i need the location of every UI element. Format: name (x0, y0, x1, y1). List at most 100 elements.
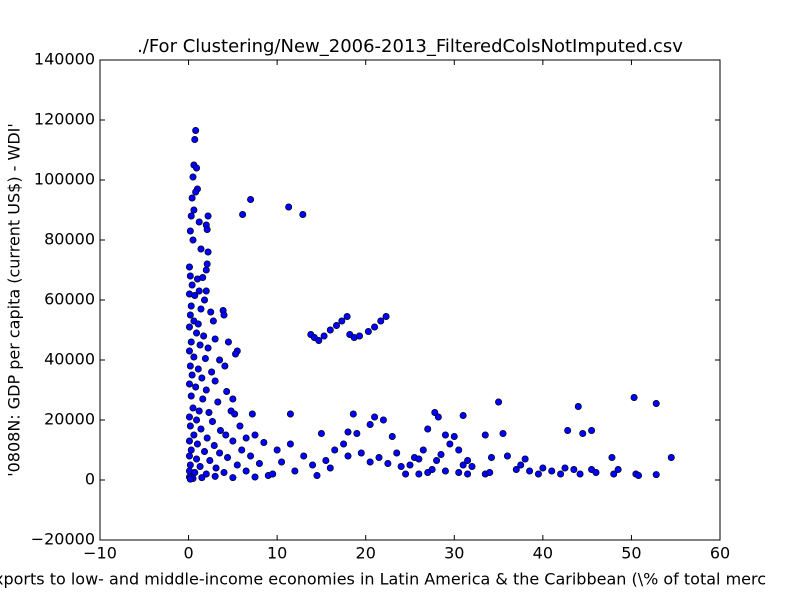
point (248, 410, 256, 418)
point (487, 453, 495, 461)
point (338, 317, 346, 325)
point (211, 472, 219, 480)
point (503, 452, 511, 460)
point (200, 332, 208, 340)
point (614, 465, 622, 473)
point (459, 461, 467, 469)
point (344, 452, 352, 460)
point (406, 461, 414, 469)
point (464, 470, 472, 478)
point (220, 468, 228, 476)
point (286, 410, 294, 418)
point (437, 450, 445, 458)
point (371, 323, 379, 331)
point (186, 362, 194, 370)
point (196, 341, 204, 349)
point (534, 470, 542, 478)
point (207, 308, 215, 316)
plot-area (185, 127, 675, 483)
point (233, 461, 241, 469)
point (187, 338, 195, 346)
point (187, 446, 195, 454)
point (197, 425, 205, 433)
point (232, 350, 240, 358)
point (446, 440, 454, 448)
point (574, 402, 582, 410)
point (186, 227, 194, 235)
point (320, 332, 328, 340)
point (630, 393, 638, 401)
point (499, 429, 507, 437)
point (192, 188, 200, 196)
point (379, 416, 387, 424)
point (186, 311, 194, 319)
point (197, 305, 205, 313)
point (317, 429, 325, 437)
point (393, 449, 401, 457)
point (269, 470, 277, 478)
point (309, 461, 317, 469)
point (202, 386, 210, 394)
point (260, 438, 268, 446)
point (652, 471, 660, 479)
point (195, 407, 203, 415)
point (187, 392, 195, 400)
x-tick-label: 30 (444, 544, 464, 563)
point (592, 468, 600, 476)
point (204, 248, 212, 256)
point (185, 323, 193, 331)
point (415, 470, 423, 478)
point (201, 447, 209, 455)
point (222, 431, 230, 439)
point (635, 471, 643, 479)
point (468, 462, 476, 470)
point (193, 329, 201, 337)
x-tick-label: 60 (710, 544, 730, 563)
point (220, 311, 228, 319)
point (199, 273, 207, 281)
point (231, 410, 239, 418)
y-tick-label: 60000 (44, 290, 95, 309)
point (517, 461, 525, 469)
point (190, 206, 198, 214)
point (424, 468, 432, 476)
point (326, 326, 334, 334)
point (203, 434, 211, 442)
point (193, 455, 201, 463)
point (371, 413, 379, 421)
point (223, 387, 231, 395)
point (190, 431, 198, 439)
point (194, 365, 202, 373)
point (521, 455, 529, 463)
point (548, 467, 556, 475)
point (332, 321, 340, 329)
point (377, 317, 385, 325)
point (455, 468, 463, 476)
point (198, 474, 206, 482)
y-tick-label: 80000 (44, 230, 95, 249)
point (185, 413, 193, 421)
point (193, 416, 201, 424)
point (366, 458, 374, 466)
point (652, 399, 660, 407)
point (188, 281, 196, 289)
point (384, 459, 392, 467)
point (221, 362, 229, 370)
point (286, 440, 294, 448)
point (441, 467, 449, 475)
point (224, 338, 232, 346)
point (251, 431, 259, 439)
point (192, 127, 200, 135)
y-tick-label: 100000 (34, 170, 95, 189)
point (364, 327, 372, 335)
point (191, 291, 199, 299)
point (193, 440, 201, 448)
point (229, 474, 237, 482)
point (201, 354, 209, 362)
point (229, 437, 237, 445)
point (343, 312, 351, 320)
point (576, 470, 584, 478)
point (299, 211, 307, 219)
point (189, 173, 197, 181)
